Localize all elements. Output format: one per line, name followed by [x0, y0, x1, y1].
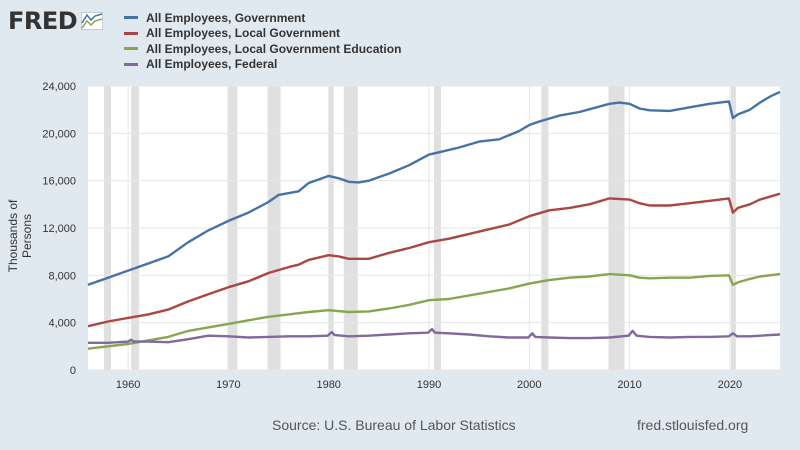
- legend-item[interactable]: All Employees, Federal: [124, 57, 401, 73]
- chart-legend: All Employees, Government All Employees,…: [124, 10, 401, 72]
- legend-label: All Employees, Local Government: [146, 26, 341, 41]
- legend-item[interactable]: All Employees, Local Government Educatio…: [124, 41, 401, 57]
- series-lines: [87, 90, 781, 350]
- legend-item[interactable]: All Employees, Local Government: [124, 26, 401, 42]
- legend-swatch: [124, 47, 138, 51]
- series-line: [87, 192, 781, 328]
- legend-label: All Employees, Federal: [146, 57, 278, 72]
- legend-swatch: [124, 16, 138, 20]
- y-tick-label: 0: [70, 365, 76, 377]
- x-tick-label: 2000: [517, 379, 541, 391]
- series-line: [87, 272, 781, 350]
- y-axis-ticks: 0 4,000 8,000 12,000 16,000 20,000 24,000: [42, 81, 76, 377]
- x-tick-label: 2010: [617, 379, 641, 391]
- fred-logo[interactable]: FRED: [8, 6, 104, 36]
- series-line: [87, 90, 781, 286]
- y-tick-label: 24,000: [42, 81, 76, 93]
- y-tick-label: 20,000: [42, 128, 76, 140]
- y-tick-label: 8,000: [48, 270, 76, 282]
- x-tick-label: 1980: [316, 379, 340, 391]
- y-axis-label: Thousands of Persons: [6, 199, 34, 273]
- y-tick-label: 16,000: [42, 176, 76, 188]
- legend-label: All Employees, Government: [146, 10, 306, 25]
- fred-trend-icon: [81, 12, 104, 30]
- x-tick-label: 1960: [116, 379, 140, 391]
- source-url[interactable]: fred.stlouisfed.org: [637, 417, 749, 433]
- x-tick-label: 2020: [718, 379, 742, 391]
- x-tick-label: 1990: [417, 379, 441, 391]
- y-tick-label: 12,000: [42, 223, 76, 235]
- legend-item[interactable]: All Employees, Government: [124, 10, 401, 26]
- x-axis-ticks: 1960 1970 1980 1990 2000 2010 2020: [116, 379, 742, 391]
- y-tick-label: 4,000: [48, 318, 76, 330]
- series-line: [88, 328, 781, 344]
- legend-swatch: [124, 31, 138, 35]
- gridlines: [88, 85, 780, 371]
- logo-text: FRED: [8, 7, 78, 35]
- legend-swatch: [124, 62, 138, 66]
- x-tick-label: 1970: [216, 379, 240, 391]
- source-note: Source: U.S. Bureau of Labor Statistics: [272, 417, 516, 433]
- legend-label: All Employees, Local Government Educatio…: [146, 41, 402, 56]
